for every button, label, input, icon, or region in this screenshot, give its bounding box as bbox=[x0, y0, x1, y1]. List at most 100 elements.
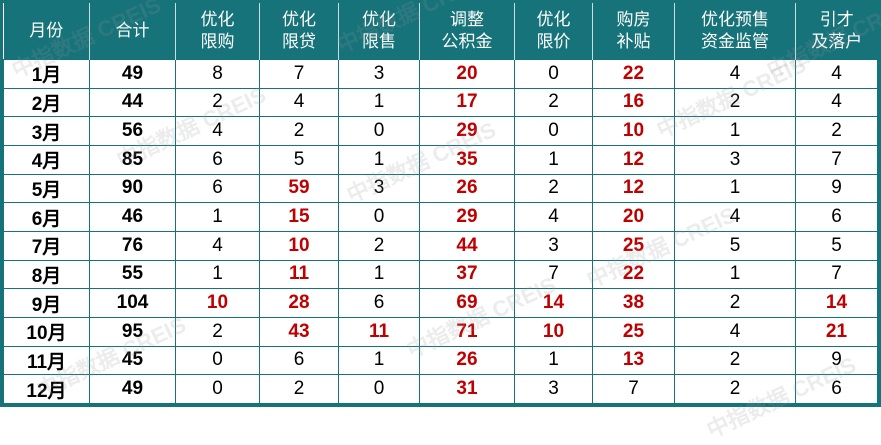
value-cell: 4 bbox=[175, 116, 260, 146]
value-cell: 3 bbox=[674, 144, 796, 175]
value-cell: 10 bbox=[592, 116, 675, 146]
value-cell: 0 bbox=[338, 374, 420, 404]
column-header: 优化 限贷 bbox=[259, 3, 339, 60]
value-cell: 2 bbox=[514, 87, 593, 118]
column-header: 优化 限购 bbox=[175, 3, 260, 60]
value-cell: 29 bbox=[419, 202, 515, 232]
value-cell: 2 bbox=[338, 230, 420, 261]
column-header: 优化 限售 bbox=[338, 3, 420, 60]
value-cell: 1 bbox=[338, 345, 420, 376]
total-cell: 95 bbox=[89, 316, 176, 347]
value-cell: 2 bbox=[514, 173, 593, 204]
value-cell: 5 bbox=[259, 144, 339, 175]
value-cell: 12 bbox=[592, 173, 675, 204]
value-cell: 4 bbox=[674, 316, 796, 347]
value-cell: 4 bbox=[795, 59, 878, 89]
column-header: 购房 补贴 bbox=[592, 3, 675, 60]
total-cell: 55 bbox=[89, 259, 176, 290]
value-cell: 7 bbox=[259, 59, 339, 89]
table-row: 2月 44 2 4 1 17 2 16 2 4 bbox=[3, 87, 878, 118]
value-cell: 2 bbox=[674, 288, 796, 318]
value-cell: 2 bbox=[795, 116, 878, 146]
value-cell: 71 bbox=[419, 316, 515, 347]
value-cell: 4 bbox=[175, 230, 260, 261]
value-cell: 6 bbox=[259, 345, 339, 376]
value-cell: 2 bbox=[259, 374, 339, 404]
value-cell: 20 bbox=[592, 202, 675, 232]
month-cell: 1月 bbox=[3, 59, 90, 89]
value-cell: 5 bbox=[674, 230, 796, 261]
value-cell: 6 bbox=[338, 288, 420, 318]
value-cell: 3 bbox=[338, 173, 420, 204]
month-cell: 11月 bbox=[3, 345, 90, 376]
value-cell: 6 bbox=[795, 202, 878, 232]
header-row: 月份 合计 优化 限购 优化 限贷 优化 限售 调整 公积金 优化 限价 购房 补贴 优化预售 … bbox=[3, 3, 878, 60]
column-header: 引才 及落户 bbox=[795, 3, 878, 60]
table-row: 5月 90 6 59 3 26 2 12 1 9 bbox=[3, 173, 878, 204]
value-cell: 4 bbox=[795, 87, 878, 118]
value-cell: 2 bbox=[259, 116, 339, 146]
value-cell: 38 bbox=[592, 288, 675, 318]
value-cell: 25 bbox=[592, 316, 675, 347]
value-cell: 6 bbox=[175, 173, 260, 204]
policy-table-container: 月份 合计 优化 限购 优化 限贷 优化 限售 调整 公积金 优化 限价 购房 补贴 优化预售 … bbox=[0, 0, 881, 407]
total-cell: 44 bbox=[89, 87, 176, 118]
month-cell: 9月 bbox=[3, 288, 90, 318]
value-cell: 1 bbox=[175, 259, 260, 290]
total-cell: 76 bbox=[89, 230, 176, 261]
value-cell: 1 bbox=[338, 144, 420, 175]
value-cell: 3 bbox=[514, 230, 593, 261]
value-cell: 37 bbox=[419, 259, 515, 290]
value-cell: 29 bbox=[419, 116, 515, 146]
value-cell: 7 bbox=[592, 374, 675, 404]
total-cell: 56 bbox=[89, 116, 176, 146]
total-cell: 45 bbox=[89, 345, 176, 376]
table-row: 9月 104 10 28 6 69 14 38 2 14 bbox=[3, 288, 878, 318]
value-cell: 21 bbox=[795, 316, 878, 347]
value-cell: 6 bbox=[175, 144, 260, 175]
value-cell: 11 bbox=[259, 259, 339, 290]
value-cell: 1 bbox=[175, 202, 260, 232]
value-cell: 31 bbox=[419, 374, 515, 404]
value-cell: 4 bbox=[514, 202, 593, 232]
month-cell: 12月 bbox=[3, 374, 90, 404]
column-header: 合计 bbox=[89, 3, 176, 60]
table-row: 7月 76 4 10 2 44 3 25 5 5 bbox=[3, 230, 878, 261]
value-cell: 25 bbox=[592, 230, 675, 261]
value-cell: 14 bbox=[795, 288, 878, 318]
value-cell: 3 bbox=[338, 59, 420, 89]
month-cell: 4月 bbox=[3, 144, 90, 175]
value-cell: 10 bbox=[514, 316, 593, 347]
value-cell: 3 bbox=[514, 374, 593, 404]
value-cell: 1 bbox=[514, 144, 593, 175]
value-cell: 15 bbox=[259, 202, 339, 232]
column-header: 月份 bbox=[3, 3, 90, 60]
value-cell: 1 bbox=[338, 259, 420, 290]
value-cell: 2 bbox=[674, 87, 796, 118]
column-header: 调整 公积金 bbox=[419, 3, 515, 60]
month-cell: 5月 bbox=[3, 173, 90, 204]
value-cell: 28 bbox=[259, 288, 339, 318]
value-cell: 0 bbox=[514, 116, 593, 146]
total-cell: 104 bbox=[89, 288, 176, 318]
column-header: 优化 限价 bbox=[514, 3, 593, 60]
value-cell: 8 bbox=[175, 59, 260, 89]
value-cell: 9 bbox=[795, 173, 878, 204]
value-cell: 9 bbox=[795, 345, 878, 376]
value-cell: 5 bbox=[795, 230, 878, 261]
value-cell: 1 bbox=[338, 87, 420, 118]
total-cell: 85 bbox=[89, 144, 176, 175]
value-cell: 43 bbox=[259, 316, 339, 347]
value-cell: 4 bbox=[674, 202, 796, 232]
table-row: 6月 46 1 15 0 29 4 20 4 6 bbox=[3, 202, 878, 232]
value-cell: 1 bbox=[674, 116, 796, 146]
value-cell: 2 bbox=[175, 316, 260, 347]
value-cell: 10 bbox=[175, 288, 260, 318]
table-row: 11月 45 0 6 1 26 1 13 2 9 bbox=[3, 345, 878, 376]
month-cell: 3月 bbox=[3, 116, 90, 146]
value-cell: 0 bbox=[175, 374, 260, 404]
total-cell: 46 bbox=[89, 202, 176, 232]
value-cell: 7 bbox=[795, 259, 878, 290]
value-cell: 20 bbox=[419, 59, 515, 89]
column-header: 优化预售 资金监管 bbox=[674, 3, 796, 60]
